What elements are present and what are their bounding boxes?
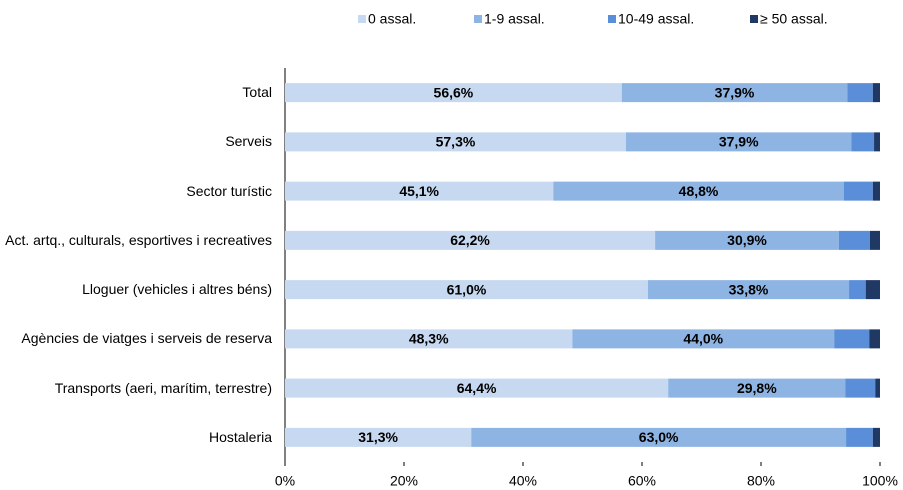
- data-label: 33,8%: [729, 281, 769, 297]
- bar-segment: [553, 181, 844, 201]
- data-label: 37,9%: [715, 84, 755, 100]
- category-label: Transports (aeri, marítim, terrestre): [0, 368, 272, 408]
- legend-swatch: [750, 15, 758, 23]
- category-text: Sector turístic: [186, 182, 272, 199]
- category-text: Lloguer (vehicles i altres béns): [82, 281, 272, 298]
- bar-segment: [285, 230, 656, 250]
- x-tick-label: 20%: [390, 473, 418, 489]
- legend-label: 1-9 assal.: [484, 11, 545, 27]
- bar-segment: [621, 83, 848, 103]
- bar-segment: [872, 427, 880, 447]
- x-tick-label: 40%: [509, 473, 537, 489]
- data-label: 48,8%: [679, 183, 719, 199]
- bar-segment: [572, 329, 835, 349]
- data-label: 44,0%: [683, 331, 723, 347]
- bar-segment: [655, 230, 839, 250]
- bar-segment: [872, 181, 880, 201]
- bar-segment: [471, 427, 847, 447]
- legend-swatch: [608, 15, 616, 23]
- category-text: Agències de viatges i serveis de reserva: [21, 330, 272, 347]
- bar-segment: [846, 427, 873, 447]
- data-label: 62,2%: [450, 232, 490, 248]
- category-label: Total: [0, 73, 272, 113]
- bar-segment: [845, 378, 876, 398]
- bar-segment: [285, 83, 622, 103]
- bar-segment: [843, 181, 873, 201]
- category-text: Total: [242, 84, 272, 101]
- legend-label: ≥ 50 assal.: [760, 11, 828, 27]
- category-text: Transports (aeri, marítim, terrestre): [54, 379, 272, 396]
- data-label: 64,4%: [457, 380, 497, 396]
- category-text: Serveis: [225, 133, 272, 150]
- data-label: 57,3%: [436, 134, 476, 150]
- legend-label: 0 assal.: [368, 11, 416, 27]
- bar-segment: [285, 280, 648, 300]
- x-tick-label: 80%: [747, 473, 775, 489]
- bar-segment: [285, 132, 626, 152]
- data-label: 29,8%: [737, 380, 777, 396]
- data-label: 45,1%: [399, 183, 439, 199]
- bar-segment: [869, 329, 880, 349]
- x-tick-label: 60%: [628, 473, 656, 489]
- data-label: 30,9%: [727, 232, 767, 248]
- bar-segment: [874, 132, 880, 152]
- category-label: Agències de viatges i serveis de reserva: [0, 319, 272, 359]
- x-tick-label: 0%: [275, 473, 295, 489]
- bar-segment: [872, 83, 880, 103]
- bar-segment: [668, 378, 846, 398]
- bar-segment: [285, 427, 472, 447]
- category-label: Sector turístic: [0, 171, 272, 211]
- data-label: 37,9%: [719, 134, 759, 150]
- category-text: Hostaleria: [208, 428, 272, 445]
- bar-segment: [647, 280, 850, 300]
- bar-segment: [838, 230, 870, 250]
- legend-label: 10-49 assal.: [618, 11, 694, 27]
- category-label: Serveis: [0, 122, 272, 162]
- data-label: 48,3%: [409, 331, 449, 347]
- bar-segment: [849, 280, 866, 300]
- bar-segment: [869, 230, 880, 250]
- category-label: Lloguer (vehicles i altres béns): [0, 270, 272, 310]
- category-label: Hostaleria: [0, 417, 272, 457]
- bar-segment: [847, 83, 873, 103]
- x-tick-label: 100%: [862, 473, 898, 489]
- category-text: Act. artq., culturals, esportives i recr…: [5, 231, 272, 248]
- bar-segment: [285, 181, 554, 201]
- legend-swatch: [358, 15, 366, 23]
- bar-segment: [285, 329, 573, 349]
- category-label: Act. artq., culturals, esportives i recr…: [0, 220, 272, 260]
- bar-segment: [625, 132, 852, 152]
- bar-segment: [865, 280, 880, 300]
- data-label: 56,6%: [434, 84, 474, 100]
- bar-segment: [851, 132, 875, 152]
- data-label: 31,3%: [358, 429, 398, 445]
- bar-segment: [285, 378, 669, 398]
- legend-swatch: [474, 15, 482, 23]
- data-label: 61,0%: [447, 281, 487, 297]
- bar-segment: [834, 329, 870, 349]
- data-label: 63,0%: [639, 429, 679, 445]
- bar-segment: [875, 378, 880, 398]
